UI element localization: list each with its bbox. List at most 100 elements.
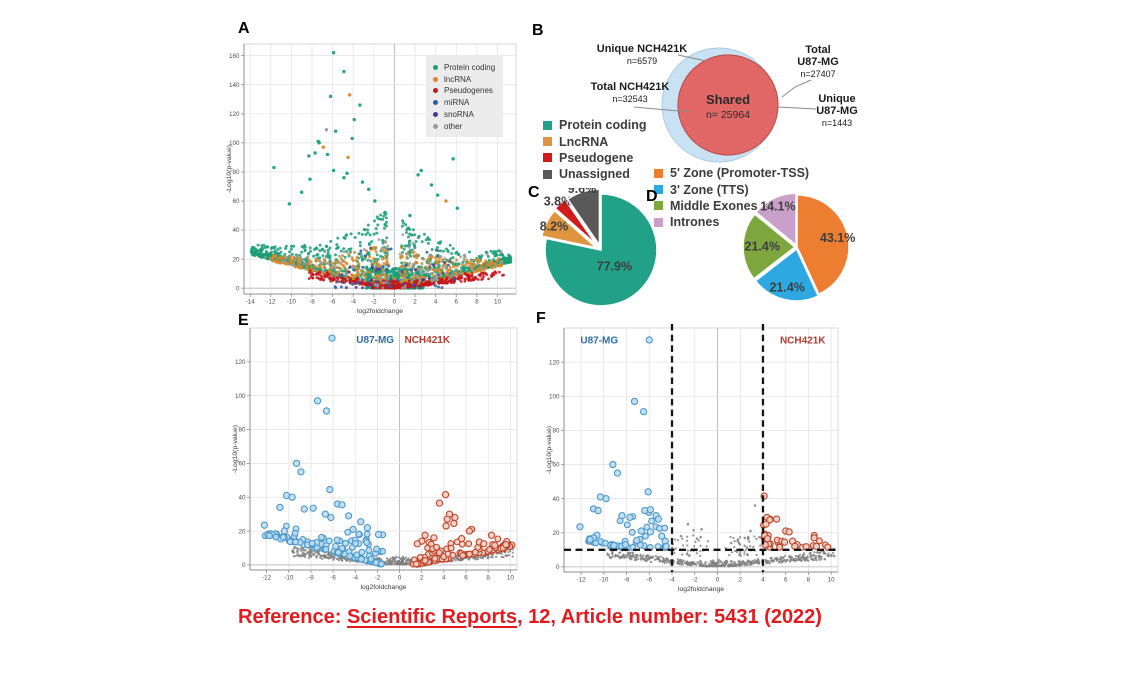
pie-value-pseudogene: 3.8% [544, 195, 573, 209]
pie-slice-lncrna [540, 209, 600, 250]
y-tick-label: 60 [552, 462, 560, 469]
x-tick-label: 10 [828, 577, 836, 584]
y-tick-label: 60 [238, 461, 246, 468]
venn-n-total-u87: n=27407 [800, 69, 835, 79]
x-tick-label: -6 [646, 577, 652, 584]
legend-item-intrones: Intrones [654, 215, 809, 229]
x-tick-label: 8 [807, 577, 811, 584]
legend-item-protein-coding: Protein coding [543, 118, 647, 132]
x-tick-label: 0 [393, 299, 397, 306]
pie-d-legend: 5' Zone (Promoter-TSS) 3' Zone (TTS) Middl… [654, 166, 809, 229]
legend-swatch-icon [654, 168, 663, 178]
legend-label: 3' Zone (TTS) [670, 182, 749, 197]
pie-slice-middle-exones [742, 212, 797, 280]
legend-swatch-icon [543, 120, 552, 130]
panel-f-plot: -12 -10 -8 -6 -4 -2 0 2 4 6 8 10020406080100120log2… [546, 324, 839, 593]
pie-value-5-zone-promoter-tss: 43.1% [820, 231, 855, 245]
venn-label-total-nch421k: Total NCH421K [591, 81, 670, 93]
panel-c-pie: 77.9% 8.2% 3.8% 9.6% [538, 188, 668, 320]
panel-b-venn: Unique NCH421K n=6579 Total NCH421K n=32… [530, 20, 866, 182]
pie-value-middle-exones: 21.4% [745, 240, 780, 254]
cell-line-label-u87-mg: U87-MG [356, 335, 394, 346]
y-tick-label: 80 [238, 427, 246, 434]
pie-chart-zones: 43.1% 21.4% 21.4% 14.1% [742, 192, 855, 302]
x-tick-label: -2 [375, 575, 381, 582]
x-tick-label: 6 [784, 577, 788, 584]
legend-item-pseudogene: Pseudogene [543, 151, 647, 165]
legend-dot-icon [433, 76, 438, 82]
pie-slice-protein-coding [544, 193, 658, 307]
legend-swatch-icon [654, 185, 663, 195]
y-axis-label: -Log10(p-value) [226, 145, 233, 193]
y-axis-label: -Log10(p-value) [546, 426, 553, 474]
legend-dot-icon [433, 100, 438, 106]
legend-label: Pseudogene [559, 151, 634, 165]
x-tick-label: -4 [350, 299, 356, 306]
y-tick-label: 20 [238, 528, 246, 535]
venn-circle-u87mg [677, 54, 779, 156]
x-tick-label: 6 [454, 299, 458, 306]
x-tick-label: 0 [398, 575, 402, 582]
y-tick-label: 100 [549, 393, 560, 400]
x-tick-label: 4 [442, 575, 446, 582]
panel-d-pie: 43.1% 21.4% 21.4% 14.1% [738, 190, 862, 314]
legend-dot-icon [433, 88, 438, 94]
panel-a-plot: -14 -12 -10 -8 -6 -4 -2 0 2 4 6 8 100204060801001201… [226, 43, 517, 315]
pie-slice-pseudogene [553, 198, 598, 247]
y-tick-label: 40 [552, 496, 560, 503]
pie-chart-biotypes: 77.9% 8.2% 3.8%9.6% [540, 188, 658, 307]
x-tick-label: -14 [246, 299, 256, 306]
y-tick-label: 80 [552, 428, 560, 435]
scatter-points [249, 51, 513, 290]
x-tick-label: 10 [507, 575, 515, 582]
y-tick-label: 100 [229, 140, 240, 147]
y-tick-label: 0 [242, 562, 246, 569]
legend-label: snoRNA [444, 110, 474, 120]
x-tick-label: -4 [669, 577, 675, 584]
pie-value-protein-coding: 77.9% [597, 260, 632, 274]
reference-prefix: Reference: [238, 606, 347, 628]
y-axis-label: -Log10(p-value) [232, 425, 239, 473]
legend-swatch-icon [543, 153, 552, 163]
venn-n-unique-nch421k: n=6579 [627, 56, 657, 66]
legend-label: other [444, 121, 463, 131]
x-axis-label: log2foldchange [357, 308, 403, 315]
pie-slice-intrones [754, 192, 797, 247]
legend-label: Pseudogenes [444, 86, 493, 96]
panel-a-legend: Protein coding lncRNA Pseudogenes miRNA snoR… [426, 56, 504, 137]
pie-value-unassigned: 9.6% [568, 188, 597, 196]
legend-item-3-zone-tts: 3' Zone (TTS) [654, 182, 809, 197]
panel-e-plot: -12 -10 -8 -6 -4 -2 0 2 4 6 8 10020406080100120log2… [232, 327, 518, 591]
pie-value-lncrna: 8.2% [540, 219, 569, 233]
legend-item-protein-coding: Protein coding [433, 62, 495, 73]
x-tick-label: 2 [413, 299, 417, 306]
venn-label-total-u87-line2: U87-MG [797, 56, 839, 68]
x-tick-label: -4 [352, 575, 358, 582]
pie-slice-5-zone-promoter-tss [796, 194, 850, 296]
y-tick-label: 160 [229, 53, 240, 60]
venn-leader-unique-u87 [777, 106, 817, 110]
cell-line-label-nch421k: NCH421K [780, 335, 826, 346]
reference-suffix: , 12, Article number: 5431 (2022) [517, 606, 822, 628]
panel-d-label: D [646, 188, 658, 205]
legend-item-other: other [433, 121, 495, 132]
threshold-lines [564, 324, 838, 572]
x-tick-label: -6 [330, 575, 336, 582]
panel-f-label: F [536, 310, 546, 327]
gridlines [564, 328, 838, 572]
legend-dot-icon [433, 123, 438, 129]
x-tick-label: 4 [761, 577, 765, 584]
y-tick-label: 60 [232, 198, 240, 205]
x-tick-label: -12 [576, 577, 586, 584]
cell-line-label-u87-mg: U87-MG [580, 335, 618, 346]
panel-c-label: C [528, 184, 540, 201]
y-tick-label: 40 [232, 227, 240, 234]
axes: -14 -12 -10 -8 -6 -4 -2 0 2 4 6 8 100204060801001201… [229, 44, 516, 306]
venn-n-shared: n= 25964 [706, 109, 750, 121]
legend-item-5-zone-promoter-tss: 5' Zone (Promoter-TSS) [654, 166, 809, 180]
panel-e-volcano: -12 -10 -8 -6 -4 -2 0 2 4 6 8 10 0 20 40 60 80 100 120 log2… [228, 310, 526, 602]
legend-label: Protein coding [444, 62, 496, 72]
y-tick-label: 40 [238, 494, 246, 501]
